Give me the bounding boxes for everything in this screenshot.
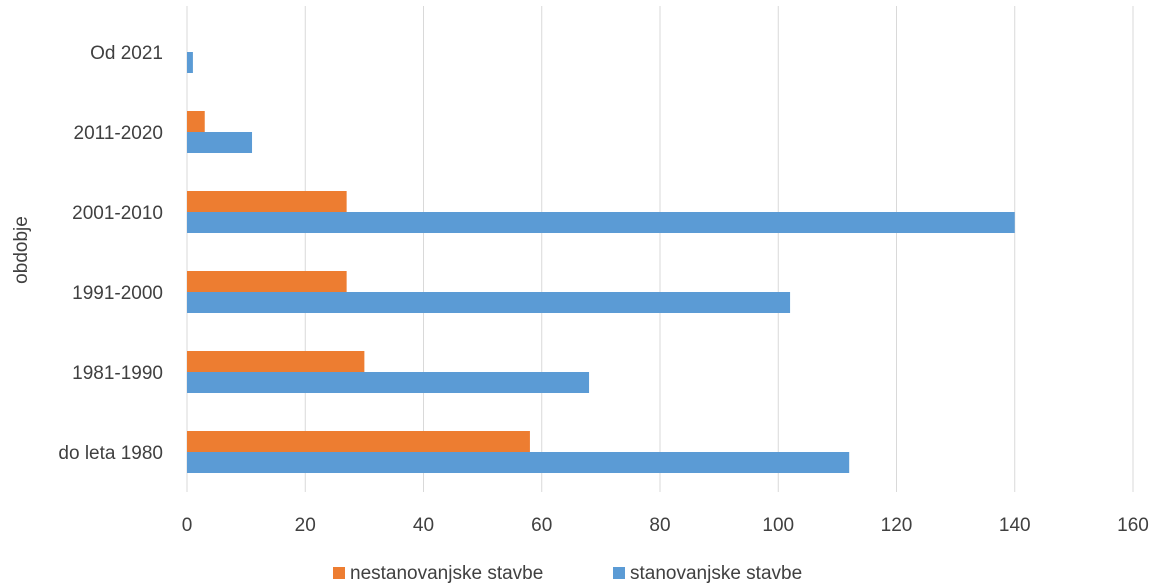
y-tick-label-3: 1991-2000 bbox=[72, 283, 163, 304]
bar-stanovanjske-4 bbox=[187, 372, 590, 393]
bar-nestanovanjske-2 bbox=[187, 191, 347, 212]
y-tick-label-0: Od 2021 bbox=[90, 43, 163, 64]
x-tick-label-7: 140 bbox=[999, 515, 1031, 536]
x-tick-label-1: 20 bbox=[295, 515, 316, 536]
y-tick-label-1: 2011-2020 bbox=[74, 123, 163, 144]
y-tick-label-4: 1981-1990 bbox=[72, 363, 163, 384]
bar-nestanovanjske-4 bbox=[187, 351, 365, 372]
bar-nestanovanjske-5 bbox=[187, 431, 530, 452]
x-tick-label-8: 160 bbox=[1117, 515, 1149, 536]
legend-swatch-1 bbox=[613, 567, 625, 579]
bar-stanovanjske-5 bbox=[187, 452, 850, 473]
bar-nestanovanjske-1 bbox=[187, 111, 205, 132]
bar-stanovanjske-3 bbox=[187, 292, 791, 313]
y-axis-tick-labels: Od 2021 2011-2020 2001-2010 1991-2000 1981-1… bbox=[58, 43, 163, 464]
bar-stanovanjske-1 bbox=[187, 132, 253, 153]
x-tick-label-0: 0 bbox=[182, 515, 193, 536]
x-tick-label-6: 120 bbox=[881, 515, 913, 536]
x-tick-label-3: 60 bbox=[531, 515, 552, 536]
bar-stanovanjske-0 bbox=[187, 52, 193, 73]
legend-label-1: stanovanjske stavbe bbox=[630, 563, 802, 584]
x-tick-label-5: 100 bbox=[762, 515, 794, 536]
legend-swatch-0 bbox=[333, 567, 345, 579]
x-tick-label-2: 40 bbox=[413, 515, 434, 536]
legend: nestanovanjske stavbe stanovanjske stavbe bbox=[333, 563, 802, 584]
x-tick-label-4: 80 bbox=[649, 515, 670, 536]
bar-stanovanjske-2 bbox=[187, 212, 1015, 233]
y-tick-label-2: 2001-2010 bbox=[72, 203, 163, 224]
y-axis-title: obdobje bbox=[11, 216, 32, 284]
bar-nestanovanjske-3 bbox=[187, 271, 347, 292]
gridlines bbox=[186, 6, 1134, 492]
bars bbox=[187, 52, 1015, 473]
legend-label-0: nestanovanjske stavbe bbox=[350, 563, 543, 584]
y-tick-label-5: do leta 1980 bbox=[58, 443, 163, 464]
x-axis-tick-labels: 0 20 40 60 80 100 120 140 160 bbox=[182, 515, 1149, 536]
